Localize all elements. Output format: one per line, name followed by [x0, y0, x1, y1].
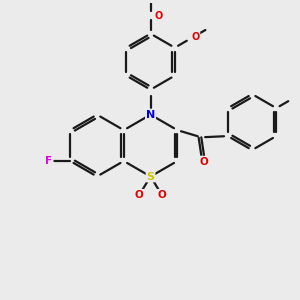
Text: O: O — [191, 32, 200, 42]
Text: N: N — [146, 110, 155, 120]
Text: F: F — [46, 156, 52, 166]
Text: O: O — [158, 190, 166, 200]
Text: O: O — [135, 190, 144, 200]
Text: O: O — [155, 11, 163, 21]
Text: S: S — [146, 172, 154, 182]
Text: O: O — [200, 157, 208, 166]
